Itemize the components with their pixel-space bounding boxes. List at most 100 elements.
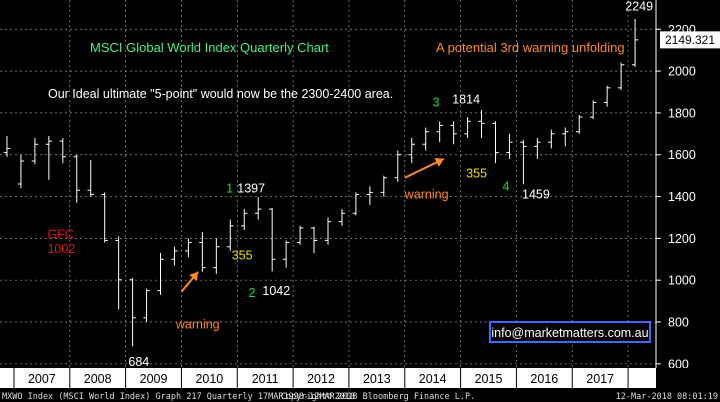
ohlc-bar: [589, 100, 597, 120]
ohlc-bar: [352, 192, 360, 216]
y-axis-panel: [656, 0, 720, 368]
ohlc-bar: [450, 121, 457, 145]
ohlc-bar: [17, 154, 25, 189]
ohlc-bar: [631, 19, 639, 67]
y-tick-label: 1800: [668, 106, 696, 120]
ohlc-bar: [296, 225, 304, 245]
arrows: [180, 157, 445, 293]
annotation-label: warning: [404, 188, 449, 202]
ohlc-bar: [310, 226, 318, 253]
annotation-label: 684: [128, 355, 149, 369]
chart-title: MSCI Global World Index Quarterly Chart: [90, 40, 329, 55]
chart-subtitle: Our Ideal ultimate "5-point" would now b…: [48, 87, 393, 101]
ohlc-bar: [394, 150, 401, 182]
ohlc-bar: [520, 140, 527, 185]
footer-center: Copyright© 2018 Bloomberg Finance L.P.: [281, 392, 475, 402]
ohlc-bar: [422, 127, 429, 151]
ohlc-bar: [534, 138, 541, 159]
ohlc-bar: [45, 135, 53, 180]
grid: [0, 0, 656, 368]
annotation-label: 355: [232, 248, 253, 262]
annotation-label: 2249: [625, 0, 653, 13]
ohlc-bar: [59, 138, 67, 164]
x-tick-label: 2013: [363, 372, 391, 386]
x-tick-label: 2012: [307, 372, 335, 386]
x-tick-label: 2008: [84, 372, 112, 386]
x-axis-corner: [656, 368, 720, 388]
ohlc-bar: [562, 127, 569, 147]
ohlc-bar: [31, 138, 39, 165]
ohlc-bar: [227, 219, 234, 251]
annotation-label: 1397: [237, 181, 265, 195]
annotation-label: 1042: [262, 284, 290, 298]
annotation-label: 1459: [522, 188, 550, 202]
ohlc-bar: [3, 135, 11, 157]
ohlc-bar: [436, 121, 443, 143]
last-price-badge: [660, 31, 720, 49]
ohlc-bar: [464, 117, 471, 138]
ohlc-bar: [324, 217, 332, 245]
y-tick-label: 1200: [668, 232, 696, 246]
y-tick-label: 2000: [668, 65, 696, 79]
x-tick-label: 2014: [419, 372, 447, 386]
annotation-label: 355: [466, 167, 487, 181]
y-tick-label: 1400: [668, 190, 696, 204]
ohlc-bar: [87, 159, 94, 197]
ohlc-bar: [548, 129, 555, 149]
x-axis-band: [0, 368, 656, 388]
y-tick-label: 800: [668, 316, 689, 330]
website-badge: [489, 321, 651, 343]
annotation-label: 1002: [47, 242, 75, 256]
x-axis-ticks: 2007 2008 2009 2010 2011 2012 2013 2014 2015 2016…: [13, 368, 629, 388]
ohlc-bar: [478, 109, 485, 138]
annotation-label: GFC: [47, 227, 73, 241]
arrow: [404, 157, 445, 179]
annotation-label: warning: [175, 317, 220, 331]
annotation-label: 4: [502, 179, 509, 193]
website-label: info@marketmatters.com.au: [491, 326, 648, 340]
ohlc-bar: [115, 236, 122, 310]
ohlc-bar: [506, 133, 513, 159]
ohlc-bar: [255, 197, 262, 220]
ohlc-bar: [185, 238, 192, 258]
ohlc-bar: [129, 278, 136, 347]
ohlc-bar: [213, 238, 220, 274]
price-bars: [3, 19, 639, 347]
x-tick-label: 2011: [252, 372, 279, 386]
footer-right: 12-Mar-2018 08:01:19: [616, 392, 718, 402]
annotation-label: 2: [248, 286, 255, 300]
ohlc-bar: [282, 240, 290, 268]
x-tick-label: 2015: [475, 372, 503, 386]
ohlc-bar: [380, 175, 388, 197]
x-tick-label: 2016: [530, 372, 558, 386]
ohlc-bar: [268, 208, 276, 272]
ohlc-bar: [576, 115, 583, 134]
ohlc-bar: [143, 288, 150, 322]
footer-bar: [0, 388, 720, 402]
x-tick-label: 2007: [28, 372, 56, 386]
ohlc-bar: [73, 154, 80, 203]
annotation-label: 3: [433, 96, 440, 110]
ohlc-bar: [492, 121, 499, 164]
footer-left: MXWO Index (MSCI World Index) Graph 217 …: [2, 392, 355, 402]
ohlc-bar: [366, 186, 374, 205]
ohlc-bar: [101, 192, 108, 243]
ohlc-bar: [338, 209, 346, 226]
x-tick-label: 2010: [195, 372, 223, 386]
ohlc-bar: [157, 253, 164, 295]
y-tick-label: 600: [668, 357, 689, 371]
y-tick-label: 1600: [668, 148, 696, 162]
ohlc-bar: [241, 209, 248, 230]
arrow: [180, 271, 199, 293]
annotation-label: 1: [226, 181, 233, 195]
ohlc-bar: [617, 62, 625, 90]
annotation-label: 1814: [452, 93, 480, 107]
x-tick-label: 2017: [586, 372, 614, 386]
ohlc-bar: [171, 246, 178, 266]
ohlc-bar: [603, 85, 611, 107]
last-price-label: 2149.321: [665, 33, 715, 47]
forecast-note: A potential 3rd warning unfolding: [436, 40, 625, 55]
ohlc-bar: [199, 232, 206, 272]
